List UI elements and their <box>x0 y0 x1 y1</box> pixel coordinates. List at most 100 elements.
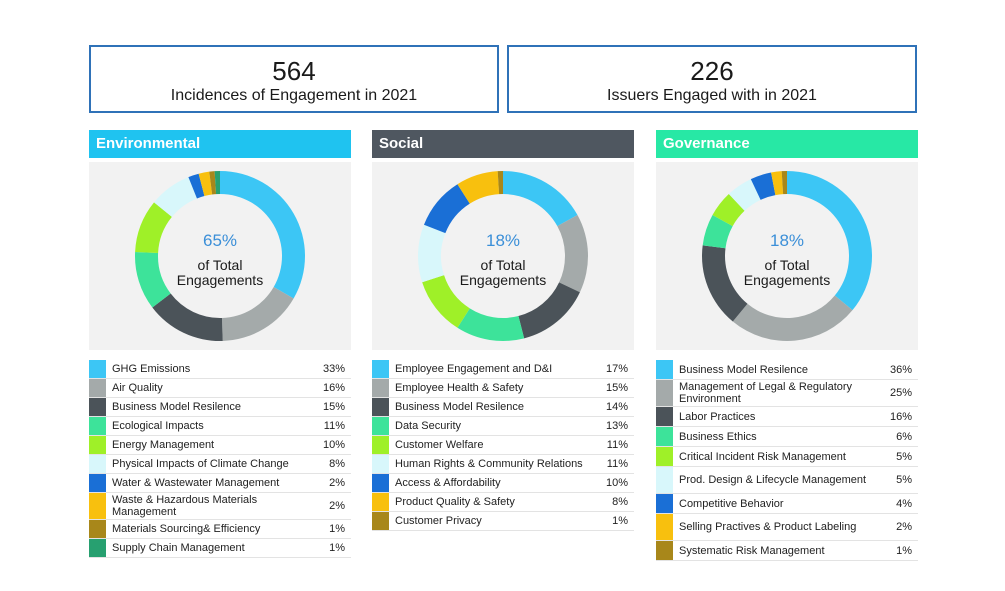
legend-swatch <box>656 541 673 560</box>
legend-item-labor-practices: Labor Practices 16% <box>656 407 918 427</box>
legend-item-materials-sourcing-efficiency: Materials Sourcing& Efficiency 1% <box>89 520 351 539</box>
legend-label: Supply Chain Management <box>106 542 311 554</box>
engagement-count-label: Incidences of Engagement in 2021 <box>91 86 497 106</box>
donut-slice-data-security <box>457 308 524 341</box>
legend-swatch <box>89 474 106 492</box>
legend-label: Energy Management <box>106 439 311 451</box>
legend-swatch <box>89 436 106 454</box>
social-header: Social <box>372 130 634 158</box>
donut-slice-human-rights-community-relations <box>418 225 445 283</box>
legend-percent: 36% <box>878 364 918 376</box>
legend-item-physical-impacts-of-climate-change: Physical Impacts of Climate Change 8% <box>89 455 351 474</box>
legend-percent: 13% <box>594 420 634 432</box>
legend-swatch <box>372 436 389 454</box>
legend-item-customer-privacy: Customer Privacy 1% <box>372 512 634 531</box>
legend-item-business-model-resilence: Business Model Resilence 36% <box>656 360 918 380</box>
legend-item-human-rights-community-relations: Human Rights & Community Relations 11% <box>372 455 634 474</box>
legend-label: Water & Wastewater Management <box>106 477 311 489</box>
legend-swatch <box>656 494 673 513</box>
legend-percent: 14% <box>594 401 634 413</box>
center-percent: 18% <box>486 231 520 250</box>
legend-label: Access & Affordability <box>389 477 594 489</box>
social-legend: Employee Engagement and D&I 17% Employee H… <box>372 360 634 531</box>
legend-swatch <box>372 493 389 511</box>
legend-percent: 1% <box>594 515 634 527</box>
legend-swatch <box>372 417 389 435</box>
legend-label: Prod. Design & Lifecycle Management <box>673 474 878 486</box>
legend-percent: 16% <box>878 411 918 423</box>
environmental-legend: GHG Emissions 33% Air Quality 16% Business M… <box>89 360 351 558</box>
legend-item-employee-health-safety: Employee Health & Safety 15% <box>372 379 634 398</box>
legend-label: Air Quality <box>106 382 311 394</box>
issuers-count-label: Issuers Engaged with in 2021 <box>509 86 915 106</box>
legend-label: Systematic Risk Management <box>673 545 878 557</box>
legend-percent: 5% <box>878 451 918 463</box>
legend-percent: 15% <box>311 401 351 413</box>
legend-label: GHG Emissions <box>106 363 311 375</box>
legend-percent: 5% <box>878 474 918 486</box>
legend-label: Labor Practices <box>673 411 878 423</box>
legend-label: Business Model Resilence <box>106 401 311 413</box>
legend-item-management-of-legal-regulatory-environment: Management of Legal & Regulatory Environ… <box>656 380 918 407</box>
legend-percent: 6% <box>878 431 918 443</box>
donut-slice-air-quality <box>222 287 294 341</box>
legend-item-business-model-resilence: Business Model Resilence 15% <box>89 398 351 417</box>
environmental-panel: Environmental 65% of Total Engagements GHG… <box>89 130 351 558</box>
legend-percent: 2% <box>311 500 351 512</box>
legend-item-business-ethics: Business Ethics 6% <box>656 427 918 447</box>
legend-label: Business Model Resilence <box>389 401 594 413</box>
legend-percent: 16% <box>311 382 351 394</box>
social-donut-area: 18% of Total Engagements <box>372 162 634 350</box>
engagement-count-value: 564 <box>91 56 497 86</box>
center-caption-line: of Total <box>198 257 243 273</box>
governance-legend: Business Model Resilence 36% Management of… <box>656 360 918 561</box>
legend-item-water-wastewater-management: Water & Wastewater Management 2% <box>89 474 351 493</box>
legend-swatch <box>89 360 106 378</box>
legend-label: Materials Sourcing& Efficiency <box>106 523 311 535</box>
legend-swatch <box>656 514 673 540</box>
legend-swatch <box>372 379 389 397</box>
legend-swatch <box>656 427 673 446</box>
legend-item-employee-engagement-and-d-i: Employee Engagement and D&I 17% <box>372 360 634 379</box>
governance-donut-chart: 18%of TotalEngagements <box>656 162 918 350</box>
legend-percent: 1% <box>311 523 351 535</box>
donut-slice-management-of-legal-regulatory-environment <box>733 296 853 341</box>
legend-percent: 1% <box>878 545 918 557</box>
legend-percent: 17% <box>594 363 634 375</box>
legend-label: Critical Incident Risk Management <box>673 451 878 463</box>
issuers-count-value: 226 <box>509 56 915 86</box>
issuers-count-box: 226 Issuers Engaged with in 2021 <box>507 45 917 113</box>
legend-label: Physical Impacts of Climate Change <box>106 458 311 470</box>
donut-slice-business-model-resilence <box>152 294 222 341</box>
governance-header: Governance <box>656 130 918 158</box>
legend-percent: 1% <box>311 542 351 554</box>
legend-label: Waste & Hazardous Materials Management <box>106 494 311 518</box>
legend-swatch <box>89 520 106 538</box>
legend-label: Employee Engagement and D&I <box>389 363 594 375</box>
governance-donut-area: 18% of Total Engagements <box>656 162 918 350</box>
legend-swatch <box>372 512 389 530</box>
legend-percent: 8% <box>311 458 351 470</box>
legend-label: Customer Privacy <box>389 515 594 527</box>
governance-panel: Governance 18% of Total Engagements Busine… <box>656 130 918 561</box>
legend-item-systematic-risk-management: Systematic Risk Management 1% <box>656 541 918 561</box>
legend-item-prod-design-lifecycle-management: Prod. Design & Lifecycle Management 5% <box>656 467 918 494</box>
legend-swatch <box>372 360 389 378</box>
legend-item-supply-chain-management: Supply Chain Management 1% <box>89 539 351 558</box>
legend-item-data-security: Data Security 13% <box>372 417 634 436</box>
legend-swatch <box>372 398 389 416</box>
legend-swatch <box>89 398 106 416</box>
legend-label: Management of Legal & Regulatory Environ… <box>673 381 878 405</box>
legend-item-ecological-impacts: Ecological Impacts 11% <box>89 417 351 436</box>
donut-slice-labor-practices <box>702 245 747 321</box>
center-caption-line: Engagements <box>177 272 263 288</box>
legend-item-energy-management: Energy Management 10% <box>89 436 351 455</box>
legend-swatch <box>89 539 106 557</box>
center-caption-line: of Total <box>765 257 810 273</box>
legend-label: Business Model Resilence <box>673 364 878 376</box>
legend-percent: 8% <box>594 496 634 508</box>
legend-swatch <box>89 417 106 435</box>
legend-label: Business Ethics <box>673 431 878 443</box>
